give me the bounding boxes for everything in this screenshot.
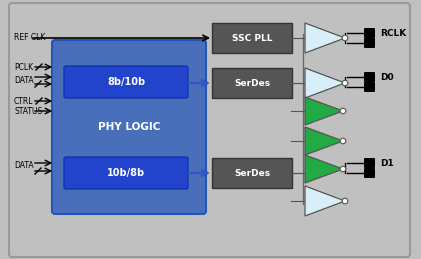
Text: SSC PLL: SSC PLL [232, 33, 272, 42]
Text: REF CLK: REF CLK [14, 32, 45, 41]
FancyBboxPatch shape [364, 38, 375, 48]
FancyBboxPatch shape [364, 28, 375, 38]
FancyBboxPatch shape [52, 40, 206, 214]
Text: 10b/8b: 10b/8b [107, 168, 145, 178]
FancyBboxPatch shape [212, 68, 292, 98]
Text: D0: D0 [380, 73, 394, 82]
FancyBboxPatch shape [364, 158, 375, 168]
Text: 8b/10b: 8b/10b [107, 77, 145, 87]
Text: DATA: DATA [14, 162, 34, 170]
Polygon shape [305, 155, 343, 183]
Polygon shape [305, 68, 345, 98]
FancyBboxPatch shape [64, 157, 188, 189]
FancyBboxPatch shape [364, 72, 375, 82]
Circle shape [340, 108, 346, 114]
Text: DATA: DATA [14, 76, 34, 84]
Text: CTRL: CTRL [14, 97, 34, 105]
FancyBboxPatch shape [9, 3, 410, 257]
Circle shape [342, 198, 348, 204]
Circle shape [342, 35, 348, 41]
FancyBboxPatch shape [364, 82, 375, 92]
Text: STATUS: STATUS [14, 106, 42, 116]
Text: PHY LOGIC: PHY LOGIC [98, 122, 160, 132]
Text: RCLK: RCLK [380, 28, 406, 38]
FancyBboxPatch shape [212, 158, 292, 188]
FancyBboxPatch shape [364, 168, 375, 178]
Text: PCLK: PCLK [14, 62, 33, 71]
Polygon shape [305, 127, 343, 155]
Circle shape [340, 166, 346, 172]
Circle shape [340, 138, 346, 144]
Polygon shape [305, 23, 345, 53]
Polygon shape [305, 97, 343, 125]
FancyBboxPatch shape [212, 23, 292, 53]
Circle shape [342, 80, 348, 86]
FancyBboxPatch shape [64, 66, 188, 98]
Polygon shape [305, 186, 345, 216]
Text: SerDes: SerDes [234, 169, 270, 177]
Text: SerDes: SerDes [234, 78, 270, 88]
Text: D1: D1 [380, 159, 394, 168]
